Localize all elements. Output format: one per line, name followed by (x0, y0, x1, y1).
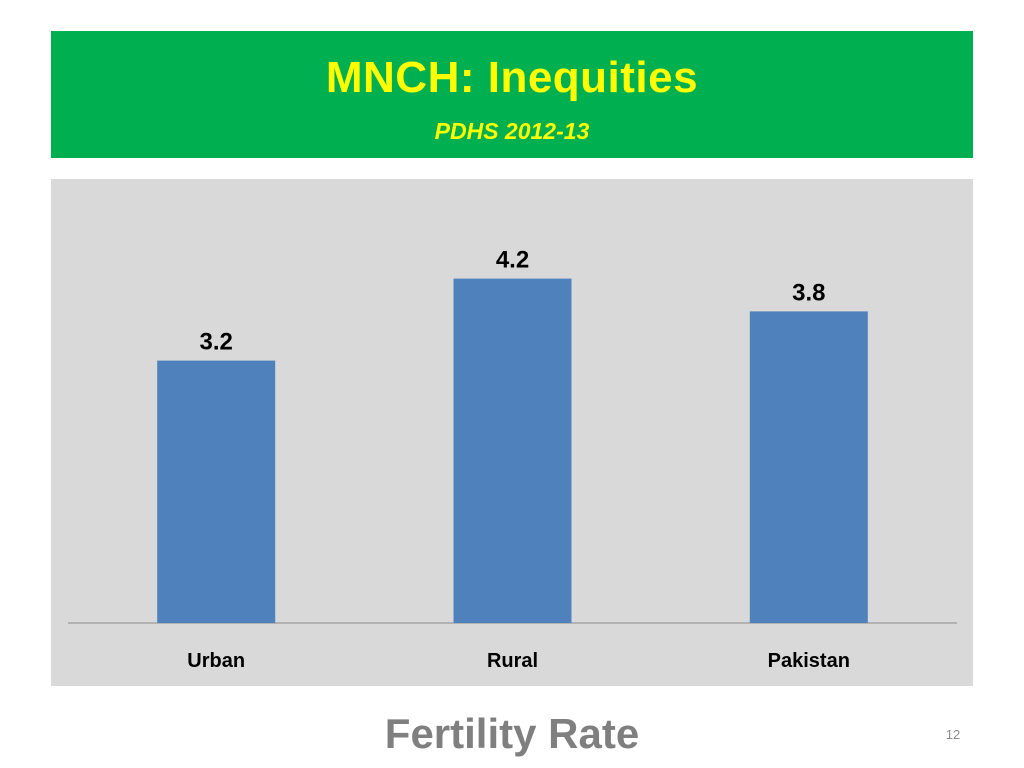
slide-subtitle: PDHS 2012-13 (434, 118, 590, 144)
page-number: 12 (945, 727, 961, 742)
slide-title: MNCH: Inequities (325, 53, 699, 102)
bar-pakistan (749, 311, 868, 623)
data-label-rural: 4.2 (496, 247, 529, 274)
bar-urban (157, 360, 276, 623)
data-label-urban: 3.2 (200, 329, 233, 356)
bar-rural (453, 278, 572, 623)
title-banner: MNCH: Inequities PDHS 2012-13 (51, 31, 973, 158)
x-tick-label-rural: Rural (487, 650, 538, 672)
bar-chart: 3.2 Urban 4.2 Rural 3.8 Pakistan (68, 247, 957, 672)
x-tick-label-urban: Urban (187, 650, 245, 672)
x-tick-label-pakistan: Pakistan (768, 650, 850, 672)
chart-panel: 3.2 Urban 4.2 Rural 3.8 Pakistan (51, 179, 973, 686)
footer-title: Fertility Rate (384, 710, 640, 757)
data-label-pakistan: 3.8 (792, 279, 825, 306)
